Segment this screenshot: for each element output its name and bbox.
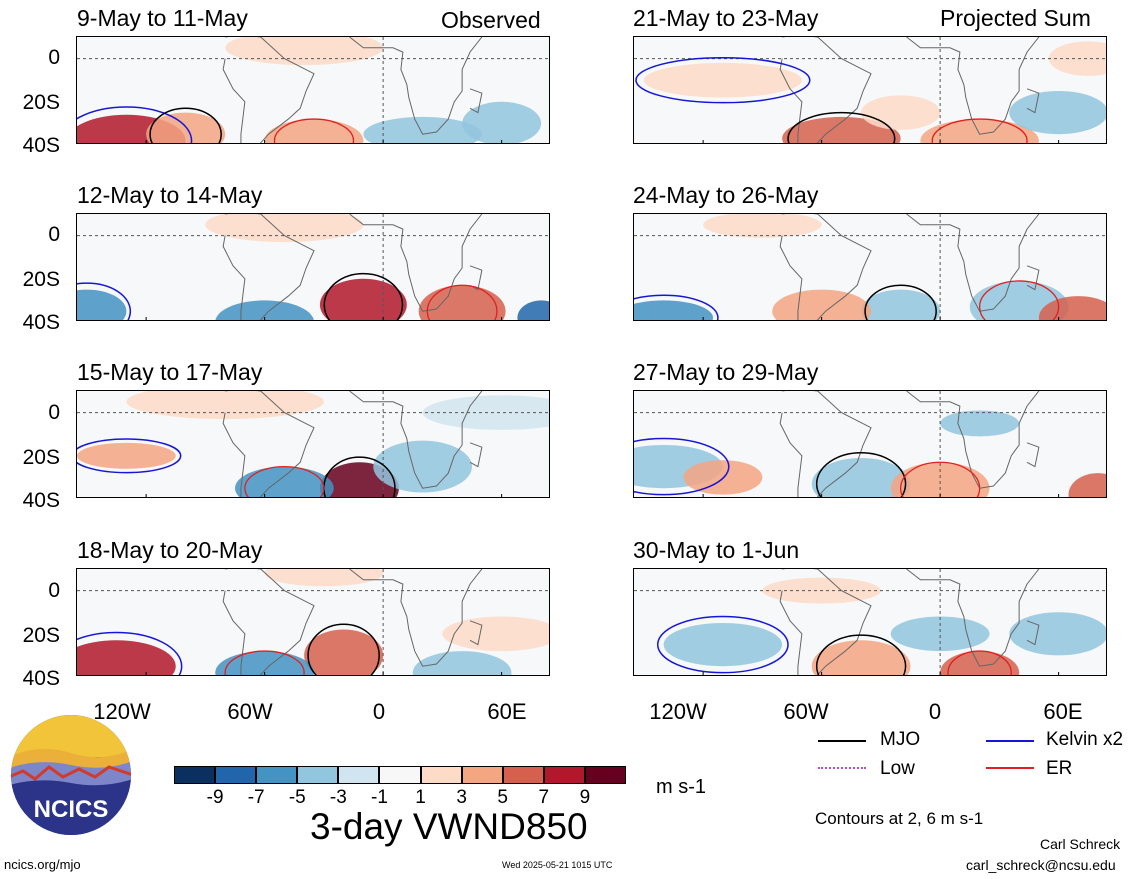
y-tick-40s-r1: 40S (22, 134, 60, 157)
y-tick-0-r4: 0 (48, 579, 60, 602)
colorbar-tick-label: 1 (415, 787, 426, 808)
panel-title-3: 15-May to 17-May (77, 359, 263, 385)
colorbar-segment (174, 766, 216, 784)
colorbar-segment (379, 766, 421, 784)
legend-low-label: Low (880, 758, 915, 779)
colorbar-tick-label: 7 (538, 787, 550, 808)
x-tick-0-left: 0 (372, 699, 386, 724)
panel-title-1: 9-May to 11-May (77, 5, 248, 31)
x-tick-60w-left: 60W (227, 699, 273, 724)
footer-email[interactable]: carl_schreck@ncsu.edu (966, 857, 1116, 873)
colorbar-segment (215, 766, 257, 784)
colorbar-tick-label: -5 (288, 787, 306, 808)
colorbar-tick-label: -1 (371, 787, 388, 808)
legend-kelvin-line (986, 740, 1034, 742)
x-tick-60e-left: 60E (487, 699, 527, 724)
colorbar-segment (256, 766, 298, 784)
y-tick-0-r1: 0 (48, 46, 60, 69)
panel-tag-observed: Observed (441, 7, 541, 33)
colorbar-segment (584, 766, 626, 784)
x-tick-120w-right: 120W (649, 699, 707, 724)
x-tick-120w-left: 120W (93, 699, 151, 724)
x-tick-60w-right: 60W (783, 699, 829, 724)
colorbar-segment (420, 766, 462, 784)
map-panel-7 (633, 390, 1107, 498)
legend-kelvin-label: Kelvin x2 (1046, 729, 1124, 750)
y-tick-20s-r4: 20S (22, 624, 60, 647)
colorbar-tick-label: -3 (329, 787, 347, 808)
legend-low-line (818, 767, 866, 769)
legend-mjo-line (818, 740, 866, 742)
map-panel-5 (633, 36, 1107, 144)
footer-url[interactable]: ncics.org/mjo (4, 857, 81, 872)
x-tick-60e-right: 60E (1043, 699, 1083, 724)
map-panel-3 (76, 390, 550, 498)
colorbar-tick-label: 5 (497, 787, 508, 808)
contours-note: Contours at 2, 6 m s-1 (815, 809, 984, 828)
y-tick-40s-r3: 40S (22, 489, 60, 512)
panel-title-6: 24-May to 26-May (633, 182, 819, 208)
panel-title-4: 18-May to 20-May (77, 537, 263, 563)
y-tick-20s-r2: 20S (22, 268, 60, 291)
colorbar-segment (461, 766, 503, 784)
panel-title-7: 27-May to 29-May (633, 359, 819, 385)
map-panel-8 (633, 568, 1107, 676)
colorbar-tick-label: -7 (247, 787, 265, 808)
map-panel-2 (76, 213, 550, 321)
colorbar-segment (338, 766, 380, 784)
panel-title-2: 12-May to 14-May (77, 182, 263, 208)
colorbar-segment (297, 766, 339, 784)
map-panel-1 (76, 36, 550, 144)
colorbar-units: m s-1 (656, 776, 706, 798)
map-panel-6 (633, 213, 1107, 321)
footer-author: Carl Schreck (1040, 836, 1121, 852)
legend-er-line (986, 767, 1034, 769)
colorbar-tick-label: 3 (456, 787, 467, 808)
map-panel-4 (76, 568, 550, 676)
legend-mjo-label: MJO (880, 729, 921, 750)
footer-timestamp: Wed 2025-05-21 1015 UTC (502, 860, 613, 870)
panel-title-8: 30-May to 1-Jun (633, 537, 800, 563)
main-title: 3-day VWND850 (310, 806, 588, 847)
panel-tag-projected: Projected Sum (940, 5, 1091, 31)
y-tick-40s-r4: 40S (22, 667, 60, 690)
y-tick-0-r2: 0 (48, 223, 60, 246)
x-tick-0-right: 0 (928, 699, 942, 724)
panel-title-5: 21-May to 23-May (633, 5, 819, 31)
y-tick-20s-r1: 20S (22, 91, 60, 114)
logo-text: NCICS (33, 796, 109, 823)
colorbar-segment (543, 766, 585, 784)
colorbar-tick-label: 9 (579, 787, 591, 808)
ncics-logo: NCICS (9, 713, 133, 837)
legend-er-label: ER (1046, 758, 1073, 779)
colorbar-segment (502, 766, 544, 784)
y-tick-0-r3: 0 (48, 401, 60, 424)
colorbar (174, 766, 626, 784)
colorbar-tick-label: -9 (206, 787, 224, 808)
y-tick-40s-r2: 40S (22, 311, 60, 334)
y-tick-20s-r3: 20S (22, 446, 60, 469)
